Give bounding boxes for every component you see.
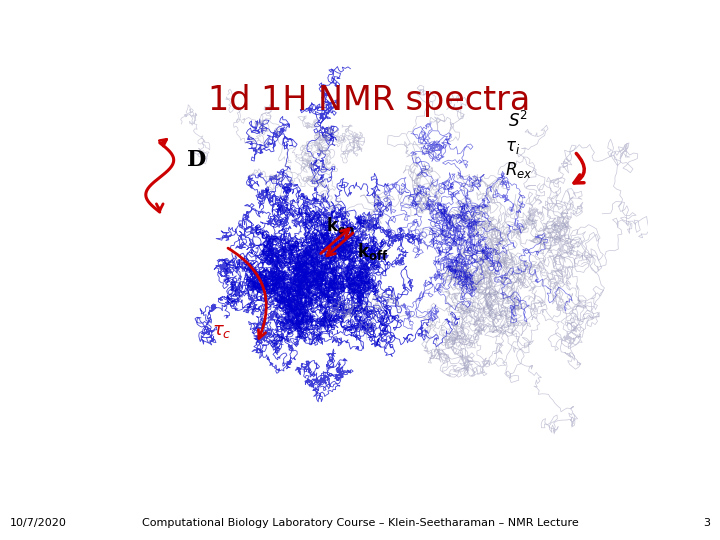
Text: Computational Biology Laboratory Course – Klein-Seetharaman – NMR Lecture: Computational Biology Laboratory Course …	[142, 518, 578, 528]
Text: $R_{ex}$: $R_{ex}$	[505, 160, 532, 180]
Text: $\tau_i$: $\tau_i$	[505, 139, 520, 156]
Text: D: D	[187, 149, 206, 171]
Text: $\mathbf{k_{off}}$: $\mathbf{k_{off}}$	[357, 240, 389, 261]
Text: $S^2$: $S^2$	[508, 111, 528, 131]
Text: 1d 1H NMR spectra: 1d 1H NMR spectra	[208, 84, 530, 117]
Text: $\tau_c$: $\tau_c$	[212, 322, 232, 340]
Text: 10/7/2020: 10/7/2020	[10, 518, 67, 528]
Text: 3: 3	[703, 518, 710, 528]
Text: $\mathbf{k_{on}}$: $\mathbf{k_{on}}$	[326, 214, 355, 235]
